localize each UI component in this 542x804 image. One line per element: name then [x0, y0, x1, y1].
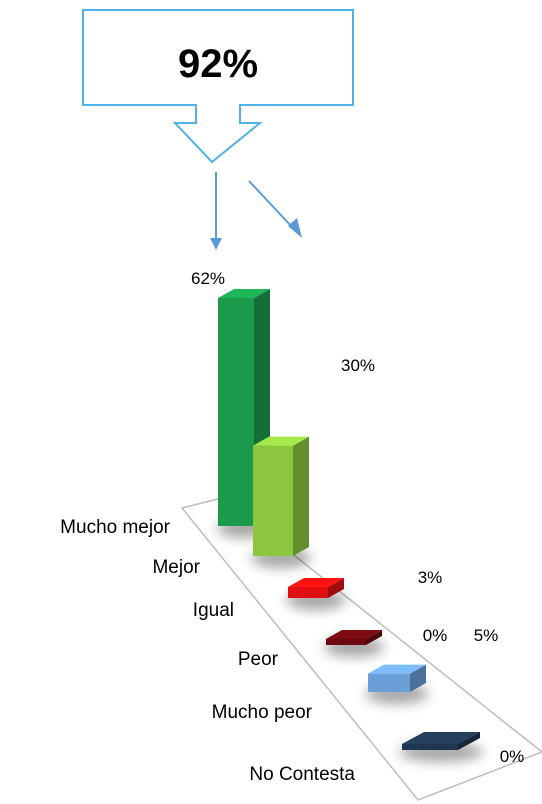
bar-group-0 — [217, 289, 271, 538]
arrow-diagonal-head — [288, 218, 302, 238]
bar-top — [368, 664, 426, 674]
value-label: 5% — [474, 626, 499, 645]
value-label: 0% — [423, 626, 448, 645]
bar — [253, 445, 293, 556]
chart-marks: Mucho mejor 62% Mejor 30% Igual 3% Peor 0% Mucho… — [60, 269, 524, 785]
bar — [288, 586, 328, 598]
bar-top — [288, 577, 344, 587]
bar — [326, 639, 366, 645]
arrow-diagonal — [248, 180, 294, 229]
bar — [402, 744, 458, 750]
value-label: 0% — [500, 747, 525, 766]
category-label: Mucho mejor — [60, 517, 170, 538]
bar-top — [218, 289, 270, 298]
bar-group-3 — [324, 630, 384, 657]
bar — [218, 298, 254, 526]
bar-top — [253, 436, 309, 446]
pointer-arrows — [210, 172, 302, 250]
bar-group-1 — [251, 436, 311, 568]
bar-side — [458, 732, 480, 750]
category-label: Mucho peor — [212, 702, 313, 723]
value-label: 30% — [341, 356, 375, 375]
value-label: 62% — [191, 269, 225, 288]
bar-group-4 — [365, 664, 429, 704]
callout-value: 92% — [178, 42, 258, 86]
bar-group-2 — [286, 577, 346, 610]
value-label: 3% — [418, 568, 443, 587]
bar-top — [402, 732, 480, 744]
category-label: Peor — [238, 649, 279, 670]
bar — [368, 673, 410, 692]
bar-side — [328, 577, 344, 598]
bar-group-5 — [399, 732, 483, 762]
bar-side — [410, 664, 426, 692]
category-label: Igual — [193, 600, 234, 621]
callout-box: 92% — [82, 9, 354, 164]
category-label: No Contesta — [249, 764, 355, 785]
bar-top — [326, 630, 382, 639]
bar-side — [293, 436, 309, 556]
category-label: Mejor — [152, 557, 200, 578]
bar-side — [366, 630, 382, 645]
callout-shape — [82, 9, 354, 164]
arrow-down-left-head — [210, 238, 222, 250]
